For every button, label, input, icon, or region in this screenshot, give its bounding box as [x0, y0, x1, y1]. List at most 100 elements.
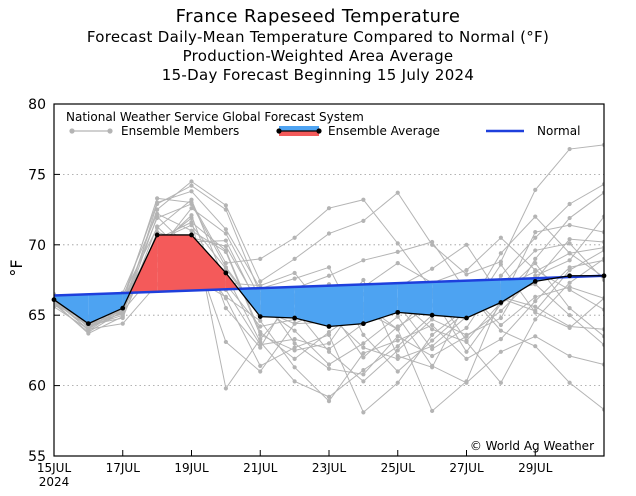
- ensemble-member-point: [498, 328, 503, 333]
- x-tick-label: 25JUL: [381, 461, 416, 475]
- ensemble-member-point: [258, 318, 263, 323]
- chart-subtitle-3: 15-Day Forecast Beginning 15 July 2024: [161, 66, 475, 84]
- below-normal-fill: [329, 284, 364, 327]
- y-axis-ticks: 55 60 65 70 75 80: [28, 97, 60, 465]
- credit-text: © World Ag Weather: [470, 439, 594, 453]
- ensemble-member-point: [292, 256, 297, 261]
- ensemble-member-point: [498, 337, 503, 342]
- ensemble-member-point: [567, 201, 572, 207]
- below-normal-fill: [54, 294, 89, 324]
- x-tick-label: 15JUL: [37, 461, 72, 475]
- ensemble-member-point: [464, 332, 469, 338]
- ensemble-member-point: [326, 332, 332, 338]
- ensemble-member-point: [464, 356, 469, 361]
- below-normal-fill: [294, 285, 329, 327]
- ensemble-member-point: [326, 206, 332, 211]
- legend-source: National Weather Service Global Forecast…: [66, 110, 364, 124]
- ensemble-average-point: [257, 314, 263, 320]
- ensemble-member-point: [430, 322, 435, 328]
- ensemble-member-point: [498, 380, 503, 385]
- ensemble-member-point: [533, 304, 538, 309]
- y-tick-label: 65: [28, 308, 46, 324]
- ensemble-member-point: [223, 294, 228, 299]
- ensemble-member-point: [567, 146, 572, 152]
- ensemble-member-point: [223, 386, 228, 391]
- ensemble-member-point: [120, 321, 125, 326]
- x-tick-label: 17JUL: [106, 461, 141, 475]
- ensemble-member-point: [223, 265, 228, 270]
- ensemble-member-point: [223, 203, 228, 208]
- ensemble-average-point: [189, 232, 194, 238]
- normal-line: [53, 274, 605, 297]
- legend-normal-label: Normal: [537, 124, 580, 138]
- ensemble-member-point: [361, 341, 366, 346]
- ensemble-member-point: [498, 349, 503, 354]
- chart-title: France Rapeseed Temperature: [175, 6, 461, 27]
- ensemble-member-point: [326, 349, 332, 354]
- ensemble-member-point: [292, 328, 297, 333]
- ensemble-member-point: [258, 332, 263, 338]
- above-normal-fill: [191, 234, 226, 291]
- below-normal-fill: [432, 280, 467, 319]
- ensemble-member-point: [223, 244, 228, 249]
- ensemble-member-point: [361, 345, 366, 350]
- ensemble-member-point: [223, 231, 228, 236]
- chart-subtitle-2: Production-Weighted Area Average: [182, 47, 454, 65]
- legend-average-swatch-below: [279, 126, 319, 131]
- ensemble-member-point: [292, 270, 297, 276]
- ensemble-member-point: [567, 324, 572, 329]
- ensemble-member-point: [361, 410, 366, 415]
- ensemble-member-point: [155, 200, 160, 205]
- ensemble-member-point: [361, 372, 366, 377]
- ensemble-member-point: [395, 344, 400, 349]
- ensemble-member-point: [223, 249, 228, 254]
- ensemble-member-point: [498, 259, 503, 264]
- ensemble-member-point: [464, 242, 469, 247]
- ensemble-member-point: [567, 353, 572, 359]
- ensemble-member-point: [533, 230, 538, 235]
- ensemble-member-point: [567, 306, 572, 311]
- ensemble-member-point: [533, 256, 538, 261]
- ensemble-member-point: [533, 299, 538, 304]
- legend-members-label: Ensemble Members: [121, 124, 239, 138]
- x-tick-label: 27JUL: [449, 461, 484, 475]
- ensemble-member-point: [258, 256, 263, 261]
- x-tick-label: 19JUL: [174, 461, 209, 475]
- ensemble-member-point: [430, 327, 435, 332]
- ensemble-member-point: [430, 338, 435, 343]
- ensemble-member-point: [258, 279, 263, 284]
- ensemble-member-point: [223, 238, 228, 243]
- ensemble-member-point: [155, 224, 160, 229]
- ensemble-member-point: [498, 308, 503, 314]
- ensemble-member-point: [258, 324, 263, 329]
- below-normal-fill: [500, 278, 536, 303]
- legend: National Weather Service Global Forecast…: [66, 110, 580, 138]
- ensemble-average-point: [395, 309, 401, 315]
- ensemble-member-point: [567, 222, 572, 228]
- ensemble-member-point: [395, 249, 400, 254]
- ensemble-member-point: [395, 327, 400, 332]
- ensemble-member-point: [567, 251, 572, 256]
- ensemble-member-point: [395, 348, 400, 353]
- ensemble-member-point: [567, 258, 572, 263]
- ensemble-member-point: [155, 196, 160, 201]
- ensemble-member-point: [430, 408, 435, 414]
- ensemble-member-point: [189, 206, 194, 211]
- ensemble-member-point: [361, 379, 366, 384]
- ensemble-member-point: [258, 369, 263, 374]
- ensemble-member-point: [395, 334, 400, 339]
- below-normal-fill: [260, 286, 295, 319]
- ensemble-member-point: [292, 365, 297, 370]
- ensemble-member-point: [533, 317, 538, 322]
- legend-members-dot-right: [107, 128, 113, 134]
- ensemble-member-point: [189, 201, 194, 207]
- ensemble-member-point: [395, 338, 400, 343]
- x-tick-label: 23JUL: [312, 461, 347, 475]
- ensemble-member-point: [567, 287, 572, 292]
- ensemble-member-point: [395, 380, 400, 385]
- ensemble-member-point: [361, 258, 366, 263]
- ensemble-member-point: [223, 306, 228, 311]
- ensemble-member-point: [155, 211, 160, 216]
- ensemble-member-point: [395, 369, 400, 374]
